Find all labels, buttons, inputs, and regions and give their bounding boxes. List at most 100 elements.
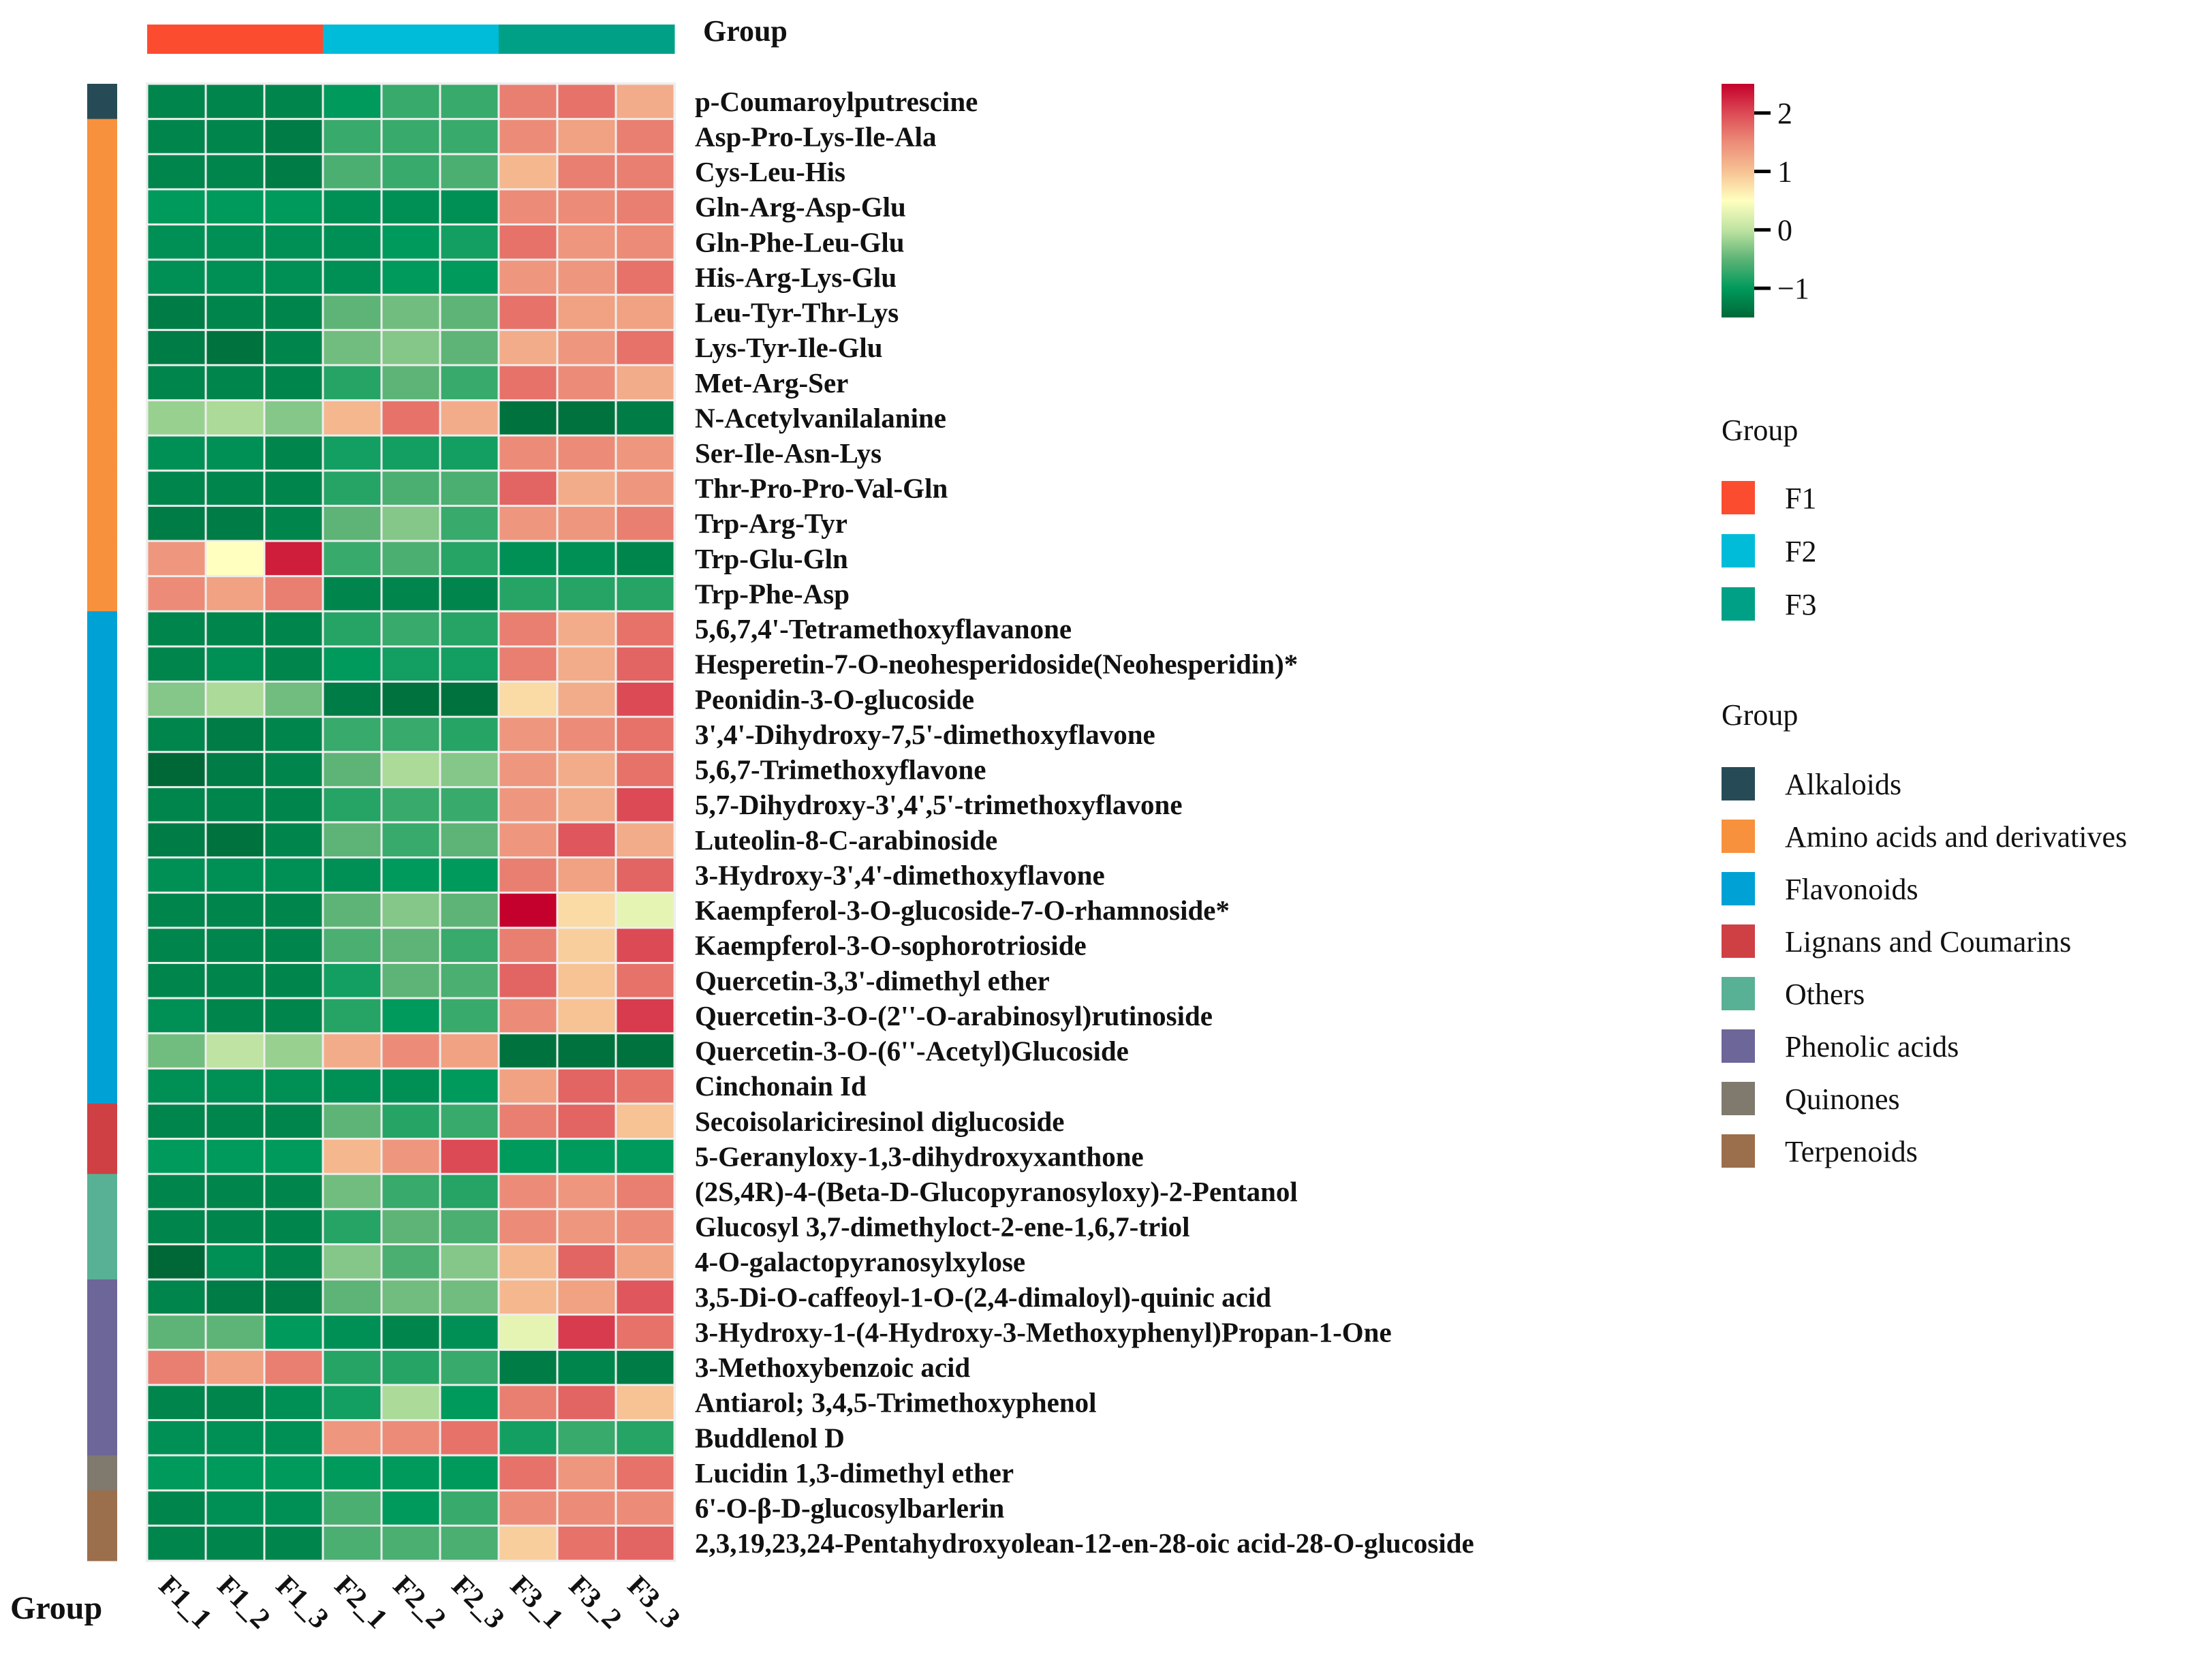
heatmap-cell [324, 542, 381, 576]
heatmap-cell [558, 120, 615, 153]
row-label: 5-Geranyloxy-1,3-dihydroxyxanthone [695, 1140, 1144, 1172]
column-group-cell [147, 25, 206, 54]
heatmap-cell [499, 120, 557, 153]
heatmap-cell [324, 823, 381, 857]
heatmap-cell [499, 717, 557, 751]
heatmap-cell [499, 823, 557, 857]
heatmap-cell [206, 963, 264, 997]
row-class-cell [87, 1103, 117, 1140]
heatmap-cell [324, 1316, 381, 1349]
heatmap-cell [441, 1421, 498, 1455]
heatmap-cell [617, 577, 674, 610]
heatmap-cell [206, 1316, 264, 1349]
heatmap-cell [324, 858, 381, 892]
heatmap-cell [382, 542, 439, 576]
heatmap-cell [148, 788, 205, 822]
column-group-cell [206, 25, 265, 54]
heatmap-cell [617, 858, 674, 892]
heatmap-cell [441, 84, 498, 119]
heatmap-cell [441, 753, 498, 786]
heatmap-cell [441, 471, 498, 505]
column-label: F3_1 [504, 1570, 569, 1635]
column-label: F3_2 [563, 1570, 627, 1635]
heatmap-cell [558, 436, 615, 470]
row-label: Kaempferol-3-O-sophorotrioside [695, 930, 1087, 961]
heatmap-cell [441, 999, 498, 1033]
heatmap-cell [265, 893, 322, 927]
heatmap-cell [382, 471, 439, 505]
heatmap-cell [558, 612, 615, 646]
row-class-cell [87, 1033, 117, 1069]
heatmap-cell [265, 260, 322, 294]
heatmap-cell [441, 366, 498, 400]
heatmap-cell [148, 753, 205, 786]
column-label: F2_3 [446, 1570, 510, 1635]
heatmap-cell [265, 1316, 322, 1349]
heatmap-cell [382, 929, 439, 962]
heatmap-cell [324, 1456, 381, 1490]
heatmap-cell [324, 506, 381, 540]
heatmap-cell [382, 330, 439, 364]
heatmap-cell [441, 1526, 498, 1560]
row-class-cell [87, 470, 117, 506]
heatmap-cell [441, 1034, 498, 1068]
row-label: Trp-Phe-Asp [695, 578, 850, 609]
heatmap-cell [441, 893, 498, 927]
heatmap-cell [499, 366, 557, 400]
heatmap-cell [617, 1386, 674, 1420]
heatmap-cell [558, 683, 615, 716]
heatmap-cell [265, 788, 322, 822]
heatmap-cell [382, 366, 439, 400]
heatmap-cell [617, 260, 674, 294]
heatmap-cell [206, 120, 264, 153]
heatmap-cell [324, 1526, 381, 1560]
heatmap-cell [148, 120, 205, 153]
heatmap-cell [617, 155, 674, 189]
heatmap-cell [324, 929, 381, 962]
heatmap-cell [206, 1280, 264, 1314]
heatmap-cell [382, 612, 439, 646]
heatmap-cell [499, 683, 557, 716]
heatmap-cell [206, 1421, 264, 1455]
heatmap-cell [558, 893, 615, 927]
column-group-cell [440, 25, 499, 54]
heatmap-cell [265, 296, 322, 329]
row-class-cell [87, 963, 117, 999]
heatmap-cell [499, 929, 557, 962]
heatmap-background [146, 82, 676, 1562]
heatmap-cell [206, 929, 264, 962]
heatmap-cell [324, 1245, 381, 1279]
heatmap-cell [558, 1350, 615, 1384]
heatmap-cell [558, 1104, 615, 1138]
heatmap-cell [148, 1491, 205, 1525]
heatmap-cell [382, 1350, 439, 1384]
heatmap-cell [324, 647, 381, 681]
heatmap-cell [499, 436, 557, 470]
heatmap-cell [382, 436, 439, 470]
heatmap-cell [206, 612, 264, 646]
heatmap-cell [148, 1104, 205, 1138]
heatmap-cell [382, 1316, 439, 1349]
heatmap-cell [617, 1034, 674, 1068]
heatmap-cell [499, 296, 557, 329]
column-group-legend: Group F1 F2 F3 [1722, 414, 1816, 621]
heatmap-cell [324, 1210, 381, 1243]
column-label: F2_2 [387, 1570, 452, 1635]
heatmap-cell [441, 823, 498, 857]
heatmap-cell [206, 506, 264, 540]
heatmap-cell [382, 1034, 439, 1068]
heatmap-cell [148, 542, 205, 576]
row-class-cell [87, 1174, 117, 1210]
heatmap-cell [499, 893, 557, 927]
heatmap-cell [617, 190, 674, 223]
heatmap-cell [148, 1316, 205, 1349]
heatmap-cell [382, 401, 439, 435]
heatmap-cell [265, 120, 322, 153]
heatmap-cell [441, 717, 498, 751]
row-class-cell [87, 154, 117, 190]
heatmap-cell [499, 542, 557, 576]
heatmap-cell [558, 1210, 615, 1243]
row-label: Trp-Arg-Tyr [695, 508, 847, 539]
heatmap-cell [265, 330, 322, 364]
row-class-cell [87, 1525, 117, 1561]
